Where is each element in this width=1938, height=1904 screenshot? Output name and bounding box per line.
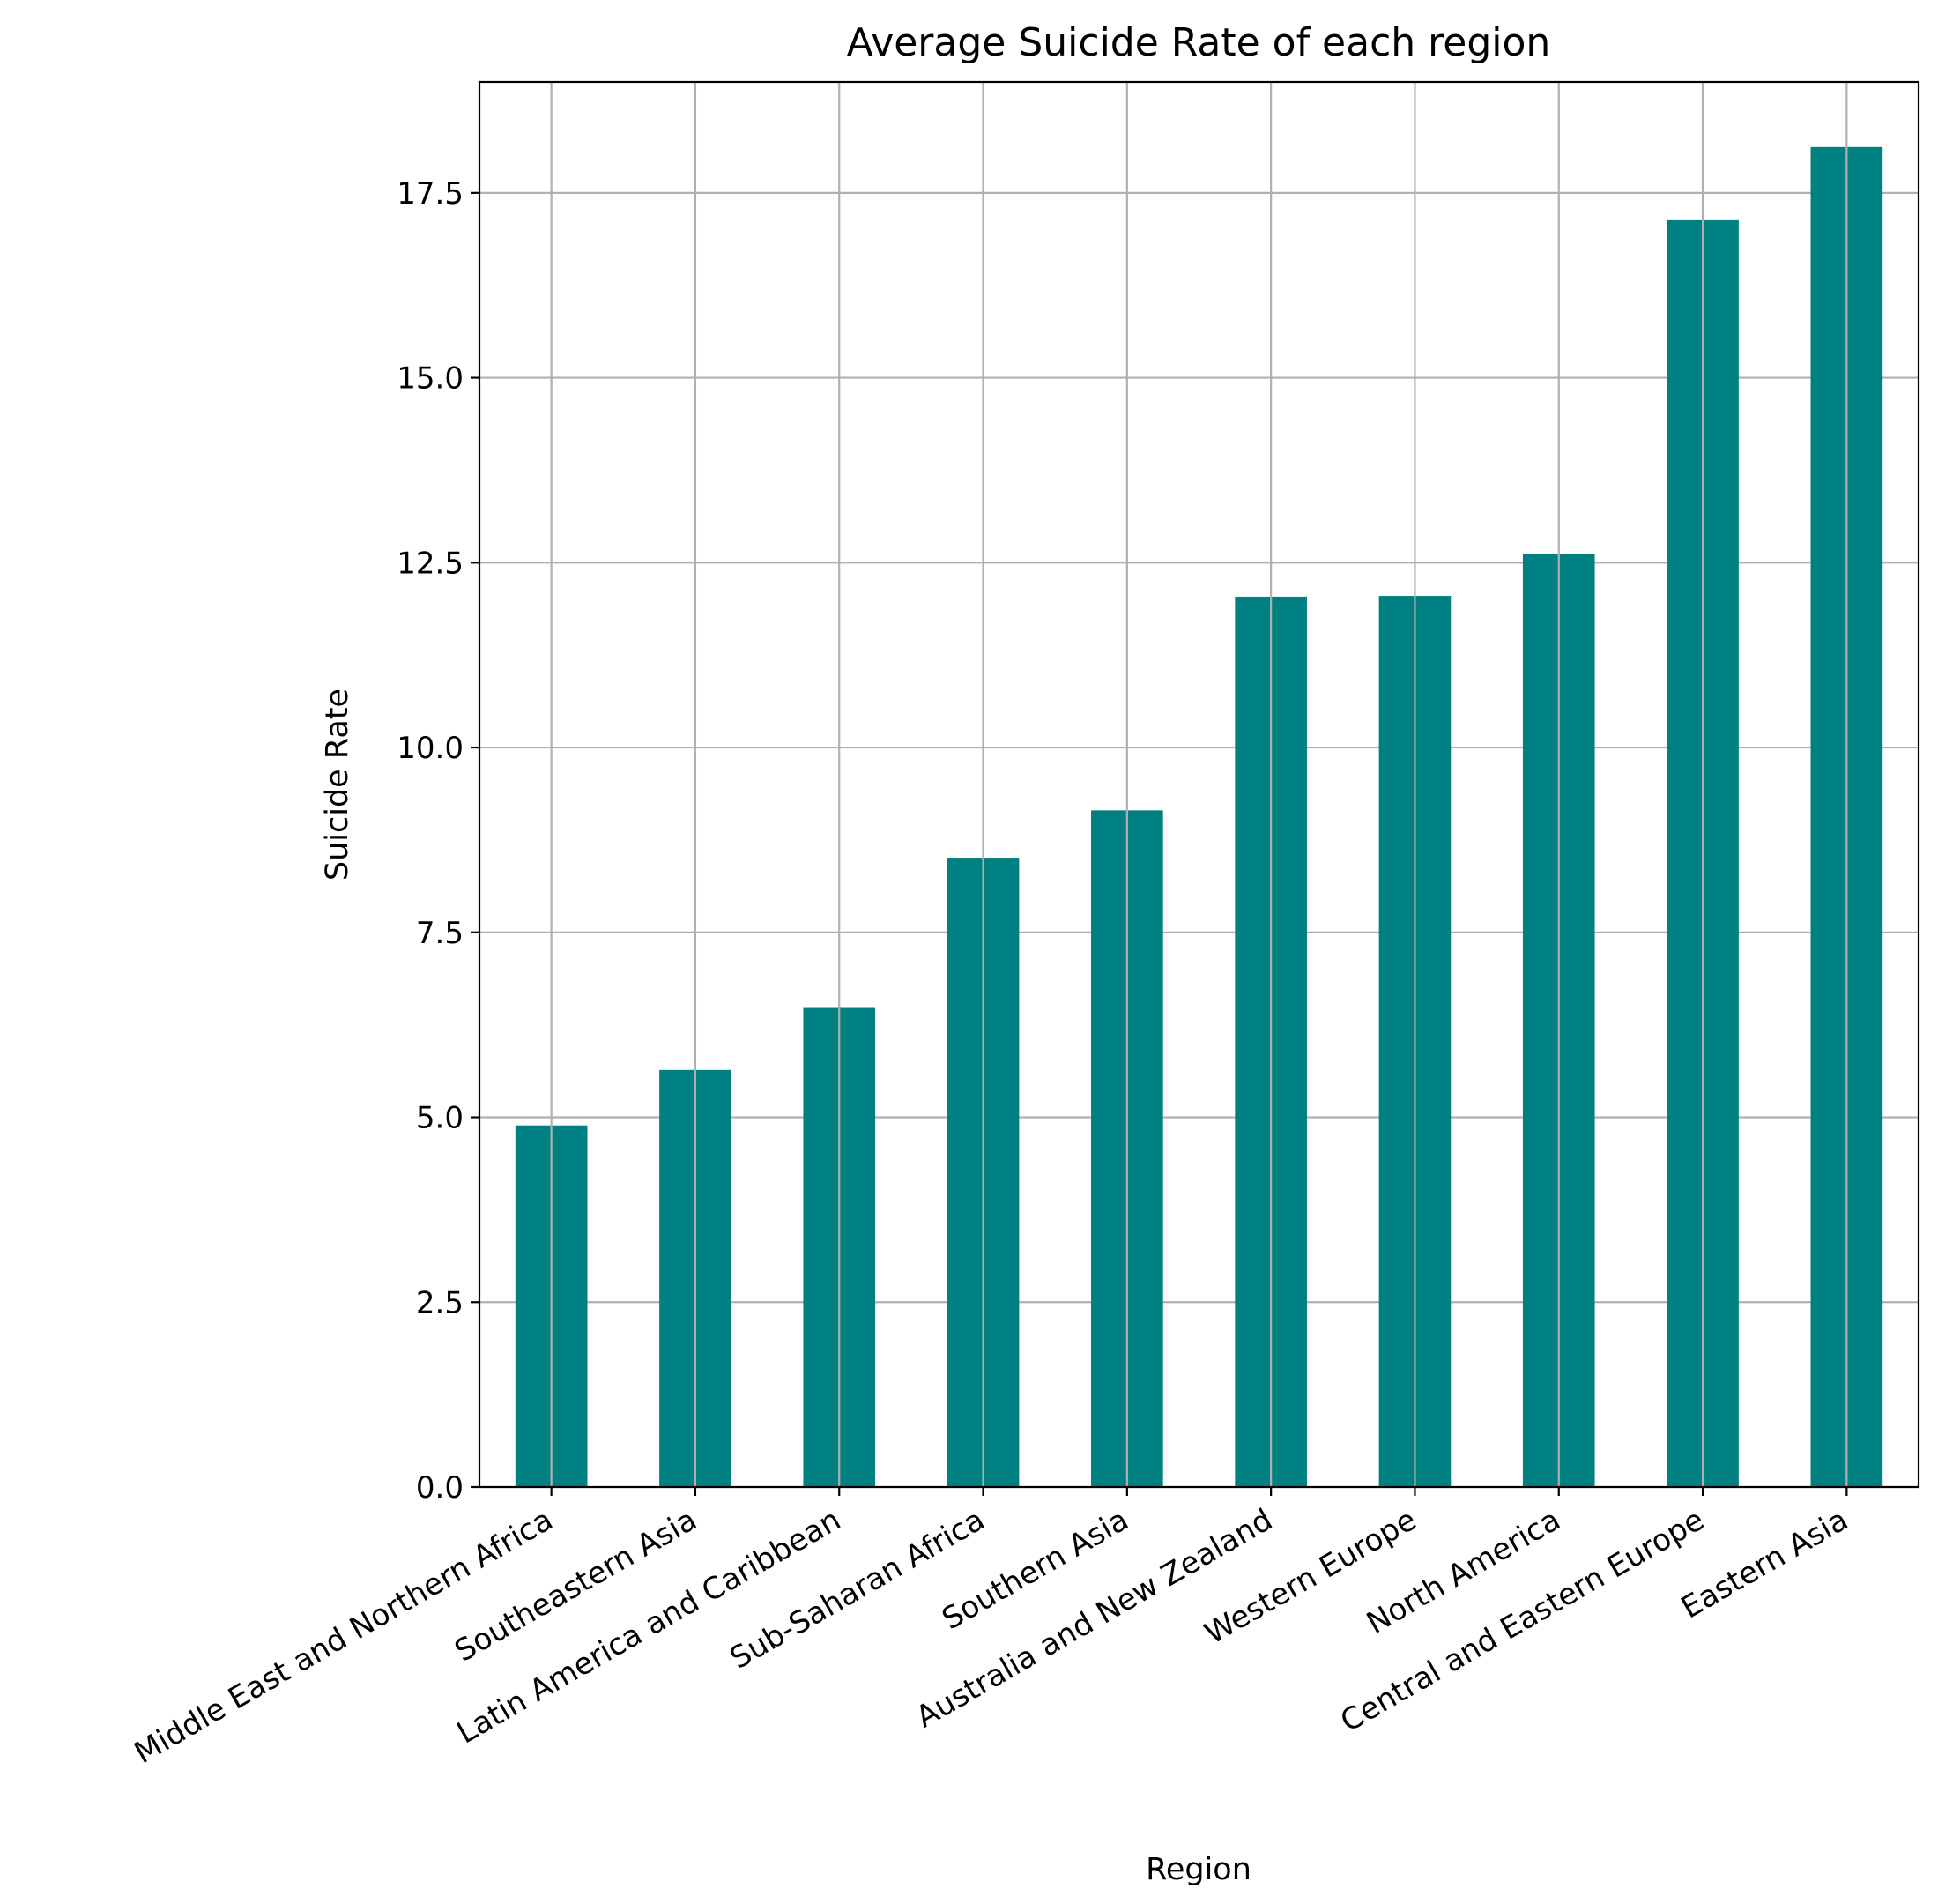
y-tick-label: 17.5 xyxy=(397,176,464,212)
chart-title: Average Suicide Rate of each region xyxy=(847,20,1551,65)
vertical-grid-lines xyxy=(550,82,1848,1487)
y-axis-ticks: 0.0 2.5 5.0 7.5 10.0 12.5 15.0 17.5 xyxy=(397,176,479,1506)
y-tick-label: 12.5 xyxy=(397,546,464,581)
plot-frame xyxy=(478,80,1920,1489)
y-tick-label: 0.0 xyxy=(416,1470,464,1506)
y-tick-label: 15.0 xyxy=(397,361,464,397)
y-tick-label: 7.5 xyxy=(416,916,464,951)
x-axis-label: Region xyxy=(1146,1852,1251,1887)
y-tick-label: 10.0 xyxy=(397,731,464,766)
y-tick-label: 5.0 xyxy=(416,1101,464,1136)
y-axis-label: Suicide Rate xyxy=(320,688,355,881)
y-tick-label: 2.5 xyxy=(416,1285,464,1320)
